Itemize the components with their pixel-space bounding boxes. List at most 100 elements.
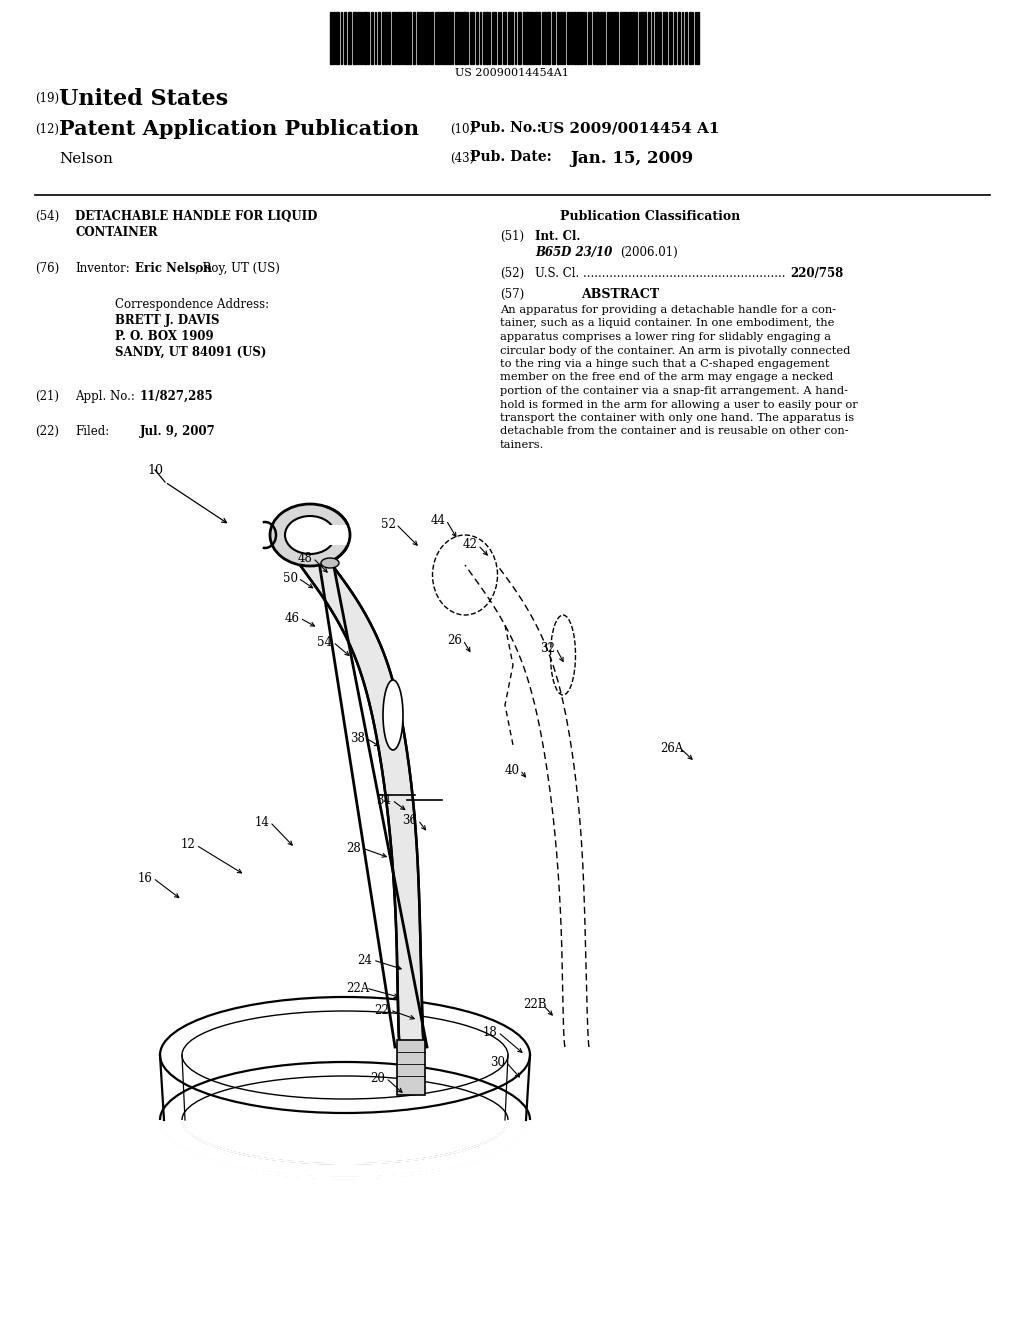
Bar bbox=[567, 12, 569, 63]
Text: SANDY, UT 84091 (US): SANDY, UT 84091 (US) bbox=[115, 346, 266, 359]
Text: transport the container with only one hand. The apparatus is: transport the container with only one ha… bbox=[500, 413, 854, 422]
Bar bbox=[420, 12, 422, 63]
Text: 48: 48 bbox=[298, 552, 312, 565]
Bar bbox=[535, 12, 537, 63]
Text: 36: 36 bbox=[402, 813, 418, 826]
Text: 40: 40 bbox=[505, 763, 519, 776]
Bar bbox=[476, 12, 478, 63]
Text: Filed:: Filed: bbox=[75, 425, 110, 438]
Bar bbox=[417, 12, 419, 63]
Text: hold is formed in the arm for allowing a user to easily pour or: hold is formed in the arm for allowing a… bbox=[500, 400, 858, 409]
Bar bbox=[409, 12, 411, 63]
Text: DETACHABLE HANDLE FOR LIQUID: DETACHABLE HANDLE FOR LIQUID bbox=[75, 210, 317, 223]
Text: 20: 20 bbox=[371, 1072, 385, 1085]
Bar bbox=[430, 12, 433, 63]
Bar bbox=[563, 12, 565, 63]
Text: 44: 44 bbox=[430, 513, 445, 527]
Bar bbox=[544, 12, 546, 63]
Bar bbox=[378, 12, 380, 63]
Bar bbox=[697, 12, 699, 63]
Bar bbox=[593, 12, 595, 63]
Text: 22B: 22B bbox=[523, 998, 547, 1011]
Bar bbox=[388, 12, 390, 63]
Bar bbox=[413, 12, 415, 63]
Bar bbox=[348, 12, 351, 63]
Bar bbox=[644, 12, 646, 63]
Text: BRETT J. DAVIS: BRETT J. DAVIS bbox=[115, 314, 219, 327]
Bar bbox=[392, 12, 395, 63]
Bar bbox=[472, 12, 474, 63]
Text: 28: 28 bbox=[347, 842, 361, 854]
Text: (12): (12) bbox=[35, 123, 59, 136]
Bar bbox=[629, 12, 631, 63]
Bar bbox=[655, 12, 658, 63]
Bar bbox=[494, 12, 496, 63]
Bar bbox=[442, 12, 444, 63]
Text: tainer, such as a liquid container. In one embodiment, the: tainer, such as a liquid container. In o… bbox=[500, 318, 835, 329]
Text: Patent Application Publication: Patent Application Publication bbox=[59, 119, 419, 139]
Ellipse shape bbox=[270, 504, 350, 566]
Text: 22: 22 bbox=[375, 1003, 389, 1016]
Bar bbox=[538, 12, 540, 63]
Text: 18: 18 bbox=[482, 1026, 498, 1039]
Text: (2006.01): (2006.01) bbox=[620, 246, 678, 259]
Bar bbox=[371, 12, 373, 63]
Bar bbox=[449, 12, 451, 63]
Text: (54): (54) bbox=[35, 210, 59, 223]
Bar bbox=[333, 12, 335, 63]
Bar bbox=[344, 12, 346, 63]
Text: 26: 26 bbox=[447, 634, 463, 647]
Text: Nelson: Nelson bbox=[59, 152, 113, 166]
Text: 38: 38 bbox=[350, 731, 366, 744]
Bar bbox=[437, 12, 439, 63]
Text: 10: 10 bbox=[147, 463, 163, 477]
Bar bbox=[425, 12, 427, 63]
Bar bbox=[665, 12, 667, 63]
Bar bbox=[580, 12, 582, 63]
Bar bbox=[547, 12, 550, 63]
Bar bbox=[596, 12, 599, 63]
Bar bbox=[641, 12, 643, 63]
Text: , Roy, UT (US): , Roy, UT (US) bbox=[195, 261, 280, 275]
Text: Publication Classification: Publication Classification bbox=[560, 210, 740, 223]
Bar bbox=[557, 12, 559, 63]
Bar bbox=[552, 12, 555, 63]
Text: 26A: 26A bbox=[660, 742, 684, 755]
Bar bbox=[674, 12, 676, 63]
Text: Pub. No.:: Pub. No.: bbox=[470, 121, 542, 135]
Text: apparatus comprises a lower ring for slidably engaging a: apparatus comprises a lower ring for sli… bbox=[500, 333, 831, 342]
Bar bbox=[330, 12, 332, 63]
Text: 42: 42 bbox=[463, 539, 477, 552]
Bar bbox=[325, 527, 350, 543]
Text: (43): (43) bbox=[450, 152, 474, 165]
Bar bbox=[463, 12, 466, 63]
Bar bbox=[530, 12, 532, 63]
Text: (52): (52) bbox=[500, 267, 524, 280]
Bar bbox=[330, 525, 355, 545]
Bar bbox=[689, 12, 691, 63]
Ellipse shape bbox=[321, 558, 339, 568]
Text: (22): (22) bbox=[35, 425, 59, 438]
Ellipse shape bbox=[383, 680, 403, 750]
Bar bbox=[385, 12, 387, 63]
Text: 220/758: 220/758 bbox=[790, 267, 843, 280]
Text: circular body of the container. An arm is pivotally connected: circular body of the container. An arm i… bbox=[500, 346, 850, 355]
Text: United States: United States bbox=[59, 88, 228, 110]
Text: US 20090014454A1: US 20090014454A1 bbox=[455, 69, 569, 78]
Bar bbox=[669, 12, 672, 63]
Text: An apparatus for providing a detachable handle for a con-: An apparatus for providing a detachable … bbox=[500, 305, 837, 315]
Text: tainers.: tainers. bbox=[500, 440, 545, 450]
FancyBboxPatch shape bbox=[397, 1040, 425, 1096]
Text: US 2009/0014454 A1: US 2009/0014454 A1 bbox=[540, 121, 720, 135]
Ellipse shape bbox=[285, 516, 335, 554]
Text: B65D 23/10: B65D 23/10 bbox=[535, 246, 612, 259]
Bar bbox=[526, 12, 529, 63]
Polygon shape bbox=[300, 565, 424, 1047]
Bar bbox=[336, 12, 339, 63]
Bar bbox=[353, 12, 356, 63]
Bar bbox=[624, 12, 626, 63]
Bar bbox=[603, 12, 605, 63]
Text: (76): (76) bbox=[35, 261, 59, 275]
Bar bbox=[483, 12, 485, 63]
Bar bbox=[486, 12, 488, 63]
